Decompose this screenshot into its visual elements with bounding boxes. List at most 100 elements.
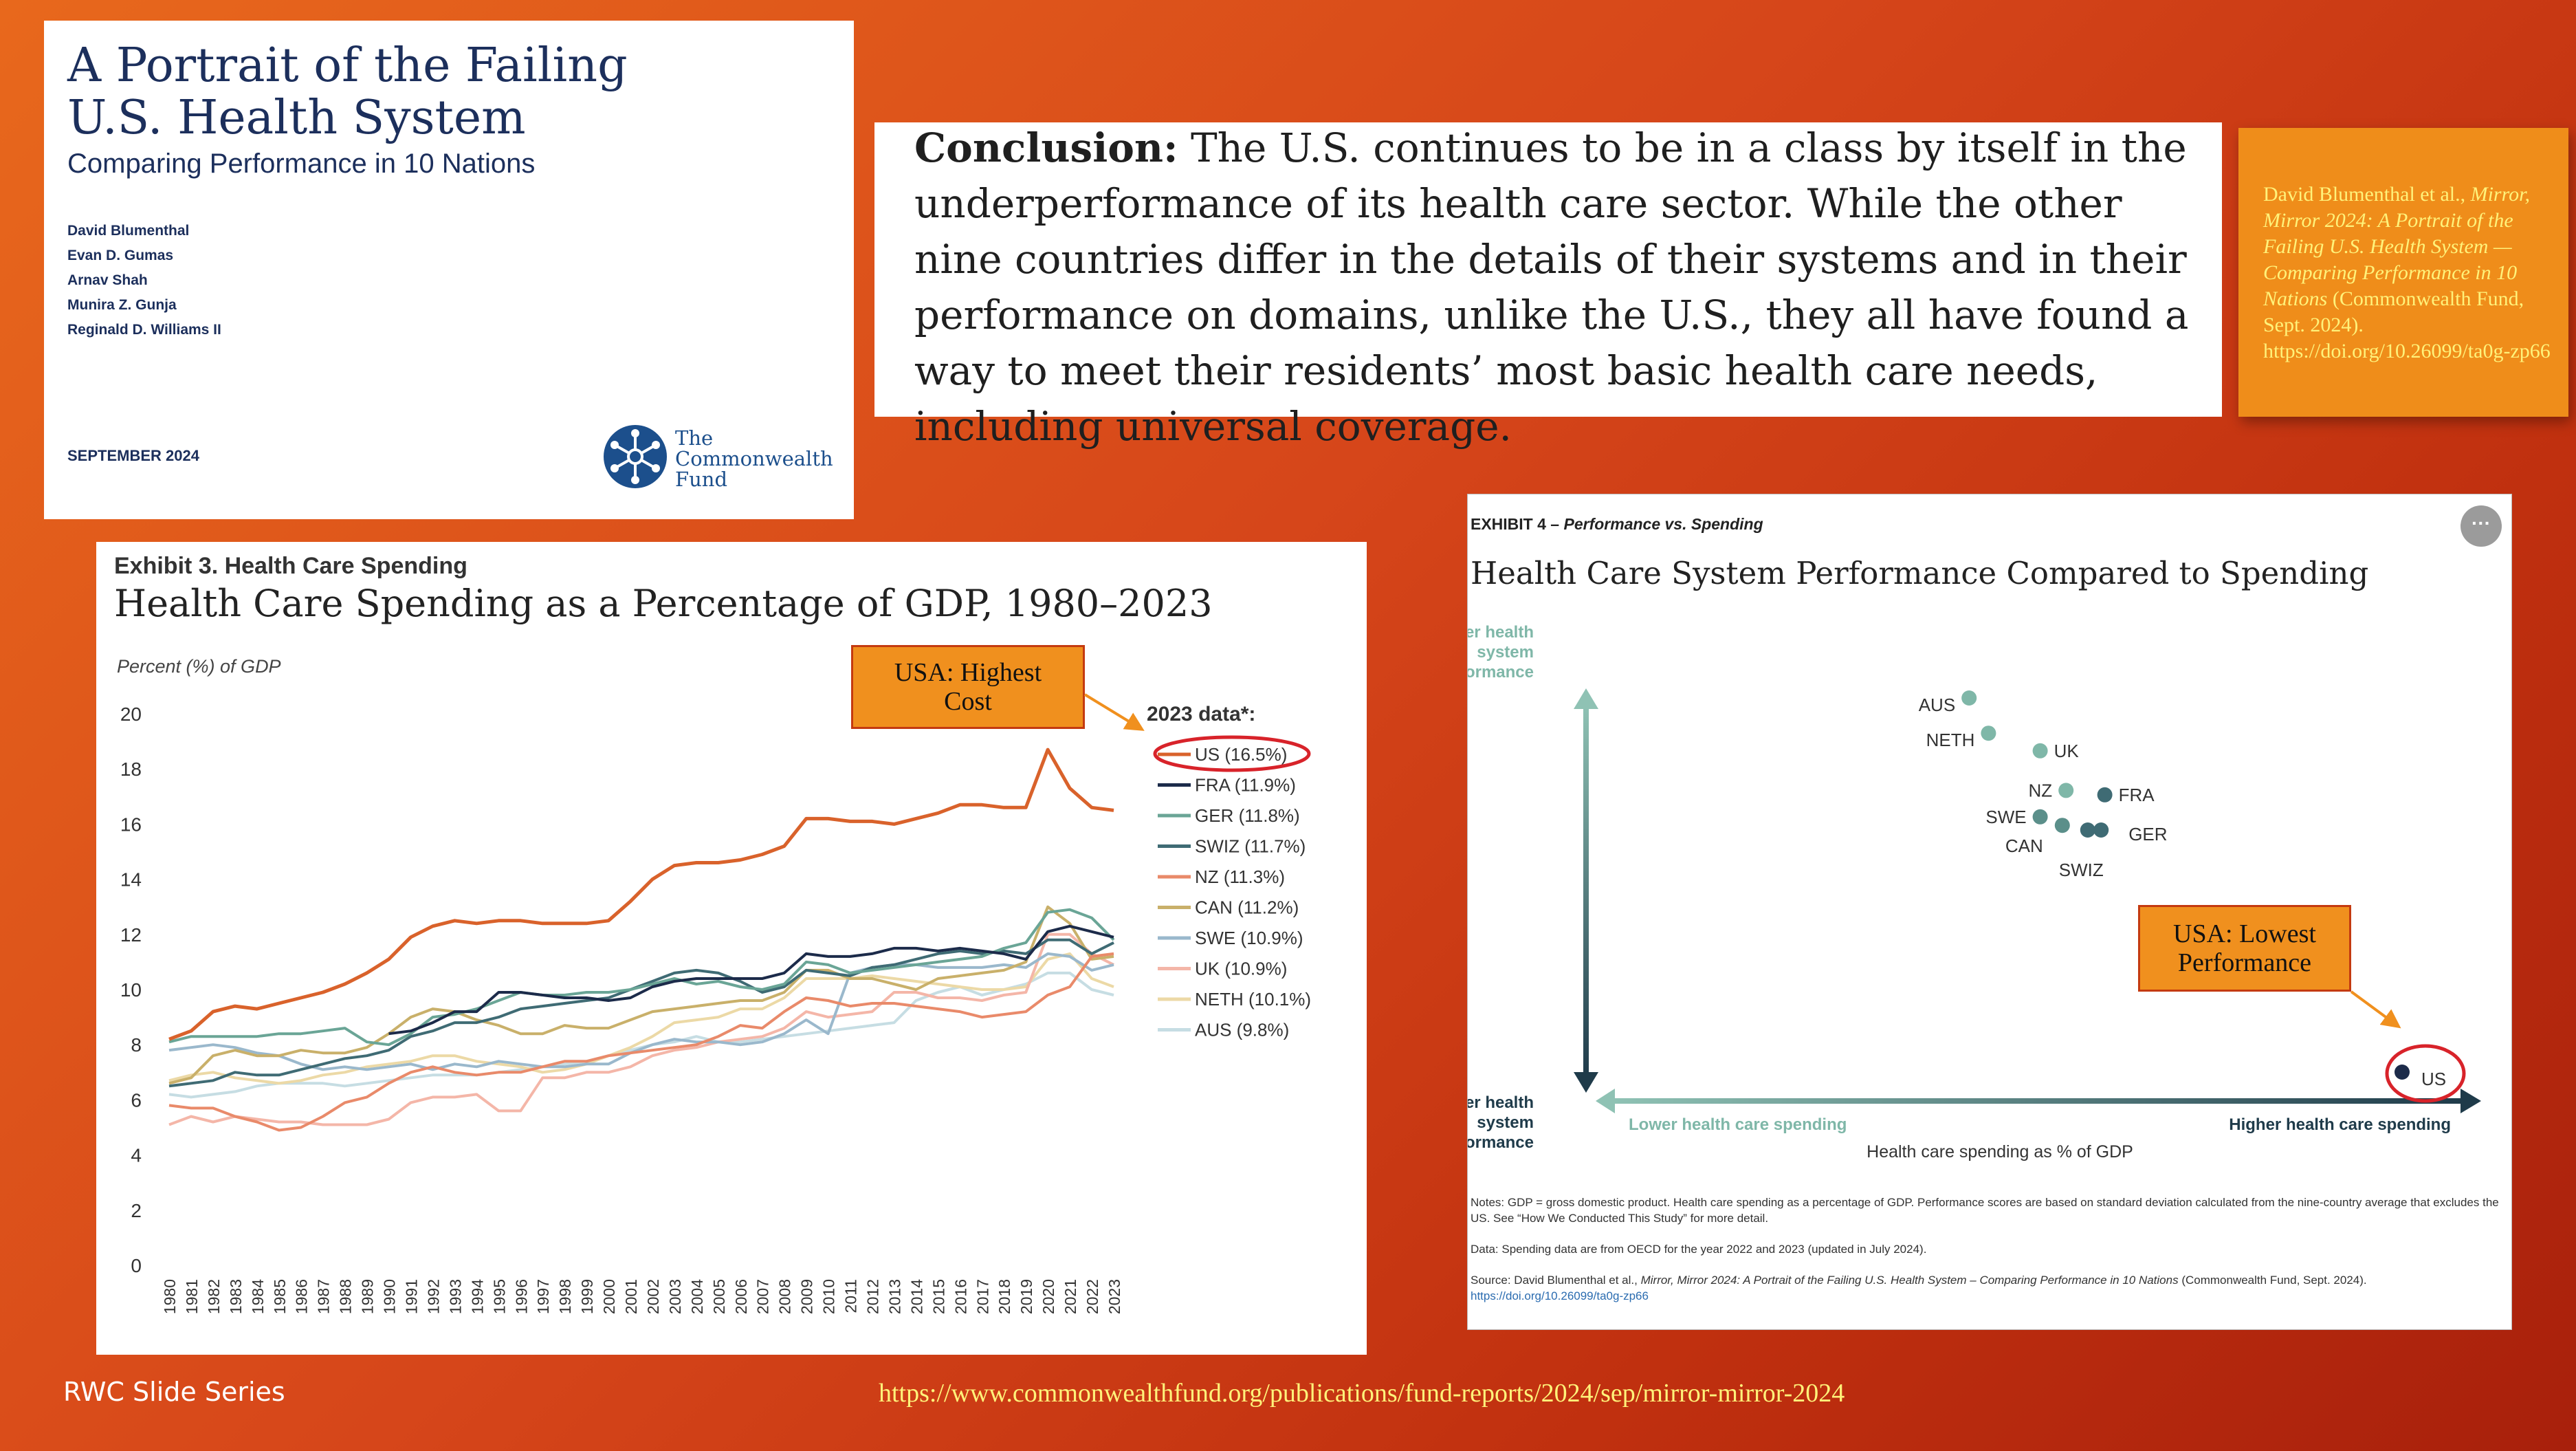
x-tick-label: 1985 bbox=[271, 1279, 289, 1314]
legend-entry: UK (10.9%) bbox=[1195, 959, 1287, 979]
series-line bbox=[168, 952, 1114, 1071]
legend-entry: SWIZ (11.7%) bbox=[1195, 836, 1306, 857]
lowest-performance-callout: USA: Lowest Performance bbox=[2138, 905, 2351, 992]
exhibit-3-y-axis-label: Percent (%) of GDP bbox=[117, 656, 281, 677]
exhibit-3-title: Health Care Spending as a Percentage of … bbox=[114, 582, 1213, 625]
source-note: Source: David Blumenthal et al., Mirror,… bbox=[1471, 1272, 2502, 1304]
y-tick-label: 18 bbox=[120, 759, 142, 780]
legend-entry: NETH (10.1%) bbox=[1195, 989, 1311, 1010]
x-tick-label: 2003 bbox=[666, 1279, 684, 1314]
x-tick-label: 1989 bbox=[359, 1279, 377, 1314]
legend-entry: CAN (11.2%) bbox=[1195, 897, 1299, 918]
source-url-link[interactable]: https://www.commonwealthfund.org/publica… bbox=[879, 1379, 1845, 1408]
x-tick-label: 1997 bbox=[534, 1279, 552, 1314]
legend-entry: NZ (11.3%) bbox=[1195, 866, 1285, 887]
conclusion-lead: Conclusion: bbox=[914, 124, 1178, 171]
exhibit-3-panel: Exhibit 3. Health Care Spending Health C… bbox=[96, 542, 1367, 1355]
exhibit-4-label-prefix: EXHIBIT 4 – bbox=[1471, 515, 1560, 533]
exhibit-3-label: Exhibit 3. Health Care Spending bbox=[114, 553, 467, 579]
y-tick-label: 10 bbox=[120, 979, 142, 1001]
x-axis-arrow-left bbox=[1596, 1089, 1615, 1113]
x-tick-label: 1994 bbox=[468, 1279, 486, 1314]
data-point bbox=[2058, 783, 2074, 798]
source-prefix: Source: David Blumenthal et al., bbox=[1471, 1274, 1638, 1287]
x-tick-label: 2002 bbox=[644, 1279, 662, 1314]
x-tick-label: 2012 bbox=[864, 1279, 882, 1314]
y-axis-bottom-label: Lower healthsystemperformance bbox=[1468, 1093, 1534, 1152]
source-title: Mirror, Mirror 2024: A Portrait of the F… bbox=[1640, 1274, 2179, 1287]
point-label: AUS bbox=[1919, 695, 1955, 715]
data-point bbox=[2093, 822, 2109, 838]
x-tick-label: 1992 bbox=[424, 1279, 442, 1314]
x-tick-label: 1998 bbox=[556, 1279, 574, 1314]
slide-series-label: RWC Slide Series bbox=[63, 1377, 285, 1407]
series-line bbox=[388, 924, 1114, 1036]
data-point bbox=[2054, 818, 2070, 833]
y-axis-top-label: Higher healthsystemperformance bbox=[1468, 623, 1534, 681]
x-tick-label: 2023 bbox=[1105, 1279, 1123, 1314]
commonwealth-fund-wordmark: The Commonwealth Fund bbox=[675, 426, 833, 491]
legend-entry: AUS (9.8%) bbox=[1195, 1020, 1289, 1040]
conclusion-text: Conclusion: The U.S. continues to be in … bbox=[914, 120, 2194, 455]
series-line bbox=[168, 952, 1114, 1132]
data-point bbox=[1961, 690, 1977, 706]
x-tick-label: 2006 bbox=[732, 1279, 750, 1314]
y-tick-label: 12 bbox=[120, 924, 142, 946]
y-tick-label: 8 bbox=[131, 1034, 142, 1056]
author: Reginald D. Williams II bbox=[67, 322, 221, 338]
x-tick-label: 1999 bbox=[578, 1279, 596, 1314]
y-axis-arrow bbox=[1583, 705, 1589, 1076]
author: Munira Z. Gunja bbox=[67, 297, 177, 313]
x-axis-title: Health care spending as % of GDP bbox=[1867, 1142, 2133, 1161]
citation-work: Mirror, Mirror 2024: A Portrait of the F… bbox=[2263, 183, 2531, 310]
legend-entry: SWE (10.9%) bbox=[1195, 928, 1303, 948]
citation-doi-link[interactable]: https://doi.org/10.26099/ta0g-zp66 bbox=[2263, 340, 2551, 362]
series-line bbox=[168, 748, 1114, 1041]
report-date: SEPTEMBER 2024 bbox=[67, 447, 199, 464]
source-doi-link[interactable]: https://doi.org/10.26099/ta0g-zp66 bbox=[1471, 1289, 1649, 1302]
point-label: SWE bbox=[1985, 807, 2026, 827]
notes-text: Notes: GDP = gross domestic product. Hea… bbox=[1471, 1196, 2499, 1225]
x-tick-label: 2019 bbox=[1017, 1279, 1035, 1314]
author: Arnav Shah bbox=[67, 272, 148, 288]
citation-box: David Blumenthal et al., Mirror, Mirror … bbox=[2238, 128, 2568, 417]
x-axis-left-label: Lower health care spending bbox=[1629, 1115, 1847, 1134]
x-tick-label: 1993 bbox=[446, 1279, 464, 1314]
series-line bbox=[168, 938, 1114, 1088]
x-tick-label: 2013 bbox=[885, 1279, 903, 1314]
more-options-icon[interactable]: ··· bbox=[2461, 505, 2502, 547]
y-tick-label: 6 bbox=[131, 1089, 142, 1111]
point-label: NETH bbox=[1926, 730, 1975, 750]
y-axis-arrow-top bbox=[1574, 688, 1598, 709]
x-tick-label: 1981 bbox=[183, 1279, 201, 1314]
x-tick-label: 2000 bbox=[600, 1279, 618, 1314]
x-tick-label: 2017 bbox=[973, 1279, 991, 1314]
series-line bbox=[168, 905, 1114, 1085]
report-title: A Portrait of the Failing U.S. Health Sy… bbox=[67, 39, 628, 145]
author: David Blumenthal bbox=[67, 223, 190, 239]
x-tick-label: 2008 bbox=[776, 1279, 794, 1314]
author: Evan D. Gumas bbox=[67, 248, 174, 263]
us-highlight-circle bbox=[1153, 735, 1311, 772]
series-line bbox=[168, 932, 1114, 1126]
y-tick-label: 2 bbox=[131, 1200, 142, 1221]
x-axis-arrow bbox=[1615, 1098, 2461, 1104]
x-tick-label: 2015 bbox=[929, 1279, 947, 1314]
legend-entry: FRA (11.9%) bbox=[1195, 775, 1296, 796]
y-tick-label: 14 bbox=[120, 869, 142, 891]
x-tick-label: 1983 bbox=[227, 1279, 245, 1314]
point-label: UK bbox=[2054, 741, 2080, 761]
x-tick-label: 2021 bbox=[1061, 1279, 1079, 1314]
data-point bbox=[2097, 787, 2113, 803]
data-note: Data: Spending data are from OECD for th… bbox=[1471, 1243, 1927, 1256]
x-tick-label: 2022 bbox=[1083, 1279, 1101, 1314]
report-subtitle: Comparing Performance in 10 Nations bbox=[67, 149, 536, 179]
commonwealth-fund-logo-icon bbox=[604, 425, 667, 488]
conclusion-body: The U.S. continues to be in a class by i… bbox=[914, 124, 2189, 450]
x-tick-label: 2018 bbox=[995, 1279, 1013, 1314]
data-point bbox=[2032, 809, 2048, 825]
exhibit-4-title: Health Care System Performance Compared … bbox=[1471, 555, 2369, 591]
us-highlight-circle bbox=[2385, 1044, 2466, 1103]
x-tick-label: 1990 bbox=[381, 1279, 399, 1314]
